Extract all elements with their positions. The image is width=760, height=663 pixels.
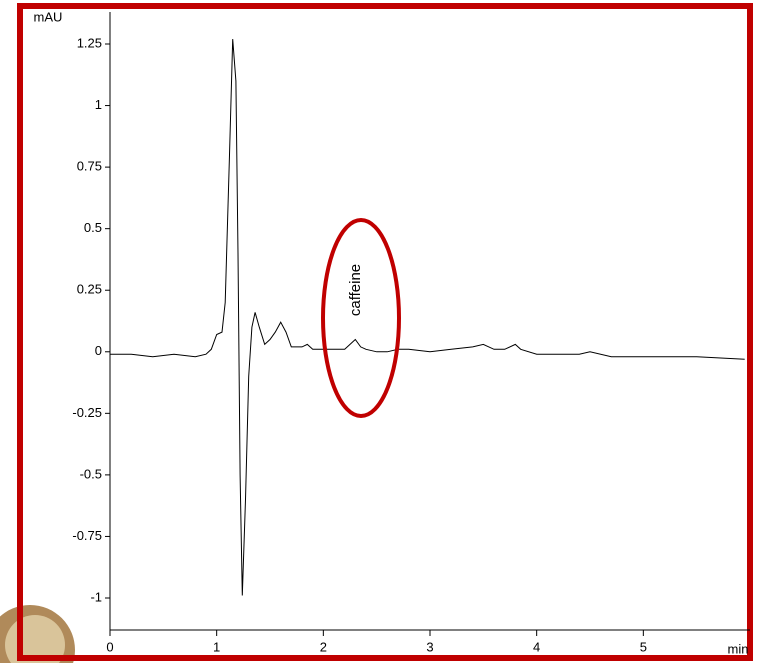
y-tick-label: -0.5 — [80, 466, 102, 481]
y-tick-label: 0 — [95, 343, 102, 358]
x-tick-label: 3 — [426, 639, 433, 654]
y-tick-label: 1 — [95, 97, 102, 112]
x-tick-label: 4 — [533, 639, 540, 654]
annotation-label: caffeine — [347, 264, 364, 316]
y-tick-label: -0.75 — [72, 528, 102, 543]
y-tick-label: 0.5 — [84, 220, 102, 235]
annotation-ellipse — [323, 220, 399, 416]
x-axis-label: min — [728, 641, 749, 656]
y-tick-label: 0.25 — [77, 282, 102, 297]
x-tick-label: 1 — [213, 639, 220, 654]
x-tick-label: 2 — [320, 639, 327, 654]
frame — [20, 6, 750, 658]
chart: mAU min 1.25 1 0.75 0.5 0.25 0 -0.25 -0.5 -0.75 -… — [0, 0, 760, 663]
x-tick-label: 5 — [640, 639, 647, 654]
y-tick-label: -0.25 — [72, 405, 102, 420]
y-tick-label: -1 — [90, 589, 102, 604]
y-tick-label: 1.25 — [77, 35, 102, 50]
x-tick-label: 0 — [106, 639, 113, 654]
y-tick-label: 0.75 — [77, 159, 102, 174]
y-axis-label: mAU — [34, 9, 63, 24]
trace — [110, 39, 745, 595]
